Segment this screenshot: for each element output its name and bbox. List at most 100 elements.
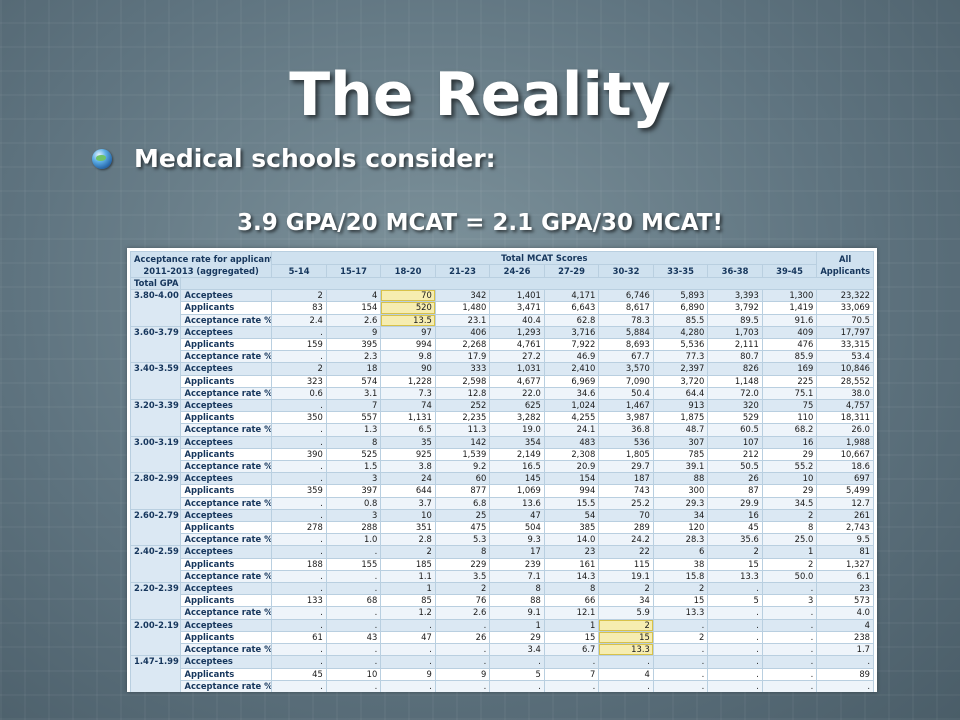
row-type-label: Acceptees	[180, 289, 273, 303]
table-cell: 25.2	[598, 496, 654, 510]
bullet-row: Medical schools consider:	[92, 144, 496, 173]
table-cell: 29	[761, 447, 818, 462]
table-cell: 34	[652, 508, 709, 523]
table-cell: 573	[816, 594, 874, 608]
table-cell: 9.5	[816, 533, 874, 547]
table-cell: .	[761, 667, 818, 681]
table-cell: 1,467	[598, 399, 654, 413]
row-type-label: Acceptees	[180, 435, 273, 449]
table-cell: 15	[543, 630, 600, 645]
table-cell: 994	[543, 484, 600, 498]
table-cell: 1.5	[325, 460, 382, 474]
table-cell: 50.0	[761, 569, 818, 584]
table-cell: 67.7	[598, 350, 654, 364]
table-cell: 188	[271, 557, 327, 571]
table-cell: 557	[325, 411, 382, 425]
table-cell: 26	[707, 472, 763, 486]
table-cell: 10	[761, 472, 818, 486]
table-cell: 3,720	[652, 374, 709, 388]
table-row: Applicants 159 395 994 2,268 4,761 7,922 8,693 5…	[131, 338, 874, 352]
table-cell: 2,149	[489, 447, 545, 462]
table-cell: .	[271, 460, 327, 474]
table-cell: 2	[380, 545, 436, 559]
table-cell: 12.8	[434, 386, 491, 401]
table-cell: 13.3	[652, 606, 709, 620]
table-cell: 50.4	[598, 386, 654, 401]
table-cell: 145	[489, 472, 545, 486]
table-cell: 3	[325, 508, 382, 523]
table-cell: 91.6	[761, 313, 818, 327]
table-cell: 154	[325, 301, 382, 315]
table-cell: 1,293	[489, 325, 545, 340]
table-cell: 13.3	[598, 643, 654, 657]
row-type-label: Applicants	[180, 484, 273, 498]
table-cell: 23	[543, 545, 600, 559]
table-cell: 8	[761, 521, 818, 535]
table-cell: 925	[380, 447, 436, 462]
table-cell: 70.5	[816, 313, 874, 327]
table-cell: .	[434, 618, 491, 632]
table-cell: 39.1	[652, 460, 709, 474]
table-cell: 29	[489, 630, 545, 645]
table-cell: 0.8	[325, 496, 382, 510]
table-cell: 1,069	[489, 484, 545, 498]
table-row: Applicants 323 574 1,228 2,598 4,677 6,969 7,09…	[131, 374, 874, 388]
table-cell: 6,890	[652, 301, 709, 315]
table-cell: 826	[707, 362, 763, 376]
table-cell: 120	[652, 521, 709, 535]
table-cell: .	[761, 582, 818, 596]
table-cell: 697	[816, 472, 874, 486]
table-cell: 33,315	[816, 338, 874, 352]
table-cell: 4	[325, 289, 382, 303]
table-cell: 2.6	[434, 606, 491, 620]
table-cell: 70	[380, 289, 436, 303]
gpa-range-label: 2.20-2.39	[129, 582, 182, 620]
table-cell: 3,393	[707, 289, 763, 303]
table-cell: 743	[598, 484, 654, 498]
row-type-label: Applicants	[180, 447, 273, 462]
table-row: 3.40-3.59 Acceptees 2 18 90 333 1,031 2,410 3,57…	[129, 362, 874, 401]
table-row: Applicants 45 10 9 9 5 7 4... 89	[131, 667, 874, 681]
row-type-label: Acceptance rate %	[180, 679, 273, 692]
table-cell: 2	[761, 508, 818, 523]
table-cell: 8	[325, 435, 382, 449]
table-cell: .	[434, 679, 491, 692]
table-row: 3.20-3.39 Acceptees. 7 74 252 625 1,024 1,467 91…	[129, 399, 874, 437]
table-cell: 45	[271, 667, 327, 681]
table-cell: 22	[598, 545, 654, 559]
table-cell: 1,875	[652, 411, 709, 425]
gpa-range-label: 3.80-4.00	[129, 289, 182, 327]
table-cell: .	[652, 679, 709, 692]
table-cell: 47	[380, 630, 436, 645]
table-cell: 62.8	[543, 313, 600, 327]
table-cell: 17,797	[816, 325, 874, 340]
table-cell: 913	[652, 399, 709, 413]
table-cell: 1,539	[434, 447, 491, 462]
table-cell: 476	[761, 338, 818, 352]
table-cell: 23.1	[434, 313, 491, 327]
table-cell: 142	[434, 435, 491, 449]
table-cell: 115	[598, 557, 654, 571]
table-cell: 15	[652, 594, 709, 608]
table-cell: 5,884	[598, 325, 654, 340]
table-cell: 525	[325, 447, 382, 462]
table-row: 2.00-2.19 Acceptees.... 1 1 2... 4	[129, 618, 874, 657]
table-cell: 35.6	[707, 533, 763, 547]
table-cell: 40.4	[489, 313, 545, 327]
gpa-range-label: 2.00-2.19	[129, 618, 182, 657]
table-cell: 5	[707, 594, 763, 608]
table-row: Applicants 83 154 520 1,480 3,471 6,643 8,617 6,…	[131, 301, 874, 315]
row-type-label: Applicants	[180, 411, 273, 425]
row-type-label: Acceptees	[180, 325, 273, 340]
table-cell: 2.6	[325, 313, 382, 327]
table-cell: .	[325, 545, 382, 559]
table-cell: 34.5	[761, 496, 818, 510]
row-type-label: Acceptees	[180, 618, 273, 632]
table-cell: 24.2	[598, 533, 654, 547]
table-row: Acceptance rate % 0.6 3.1 7.3 12.8 22.0 34.6 50…	[131, 386, 874, 401]
table-cell: 75.1	[761, 386, 818, 401]
table-cell: 17	[489, 545, 545, 559]
table-cell: 7.3	[380, 386, 436, 401]
table-row: 3.80-4.00 Acceptees 2 4 70 342 1,401 4,171 6,746…	[129, 289, 874, 327]
table-cell: .	[761, 643, 818, 657]
